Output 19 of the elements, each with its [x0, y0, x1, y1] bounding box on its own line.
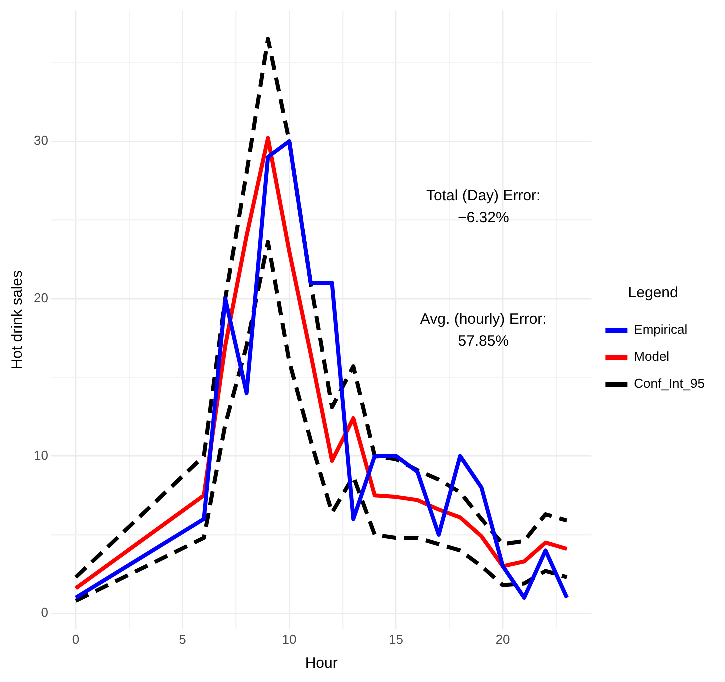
legend-label: Conf_Int_95	[634, 376, 706, 392]
x-tick-label: 20	[496, 632, 510, 647]
x-axis-title: Hour	[305, 655, 338, 672]
y-tick-label: 30	[34, 133, 48, 148]
line-series	[74, 37, 570, 580]
x-tick-label: 5	[179, 632, 186, 647]
annotation: Total (Day) Error: −6.32%	[426, 188, 541, 227]
legend-label: Model	[634, 349, 670, 364]
x-tick-label: 10	[282, 632, 297, 647]
legend-label: Empirical	[634, 322, 688, 338]
y-tick-label: 20	[34, 290, 48, 306]
legend-title: Legend	[628, 284, 678, 302]
y-tick-label: 0	[41, 605, 48, 620]
x-tick-label: 0	[72, 632, 80, 647]
annotation: Avg. (hourly) Error: 57.85%	[420, 311, 547, 350]
y-tick-label: 10	[34, 448, 48, 463]
line-series	[74, 240, 570, 604]
y-axis-title: Hot drink sales	[9, 270, 26, 370]
x-tick-label: 15	[389, 632, 404, 647]
